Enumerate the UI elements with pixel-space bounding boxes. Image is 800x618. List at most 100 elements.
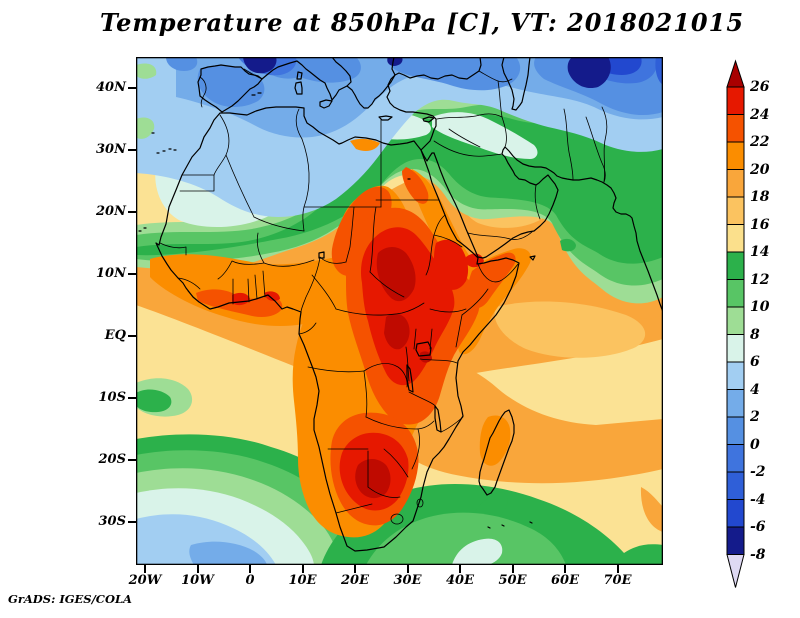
indian-ocean-islands — [407, 178, 533, 529]
lat-tick — [128, 459, 136, 461]
lon-tick-label: 40E — [446, 573, 474, 588]
colorbar-segment — [726, 279, 745, 308]
colorbar-scale — [726, 59, 745, 588]
lat-tick — [128, 273, 136, 275]
lat-tick — [128, 87, 136, 89]
lat-tick-label: 20S — [98, 452, 126, 467]
colorbar-segment — [726, 224, 745, 253]
africa-coastline — [155, 106, 520, 552]
colorbar-segment — [726, 389, 745, 418]
lon-tick-label: 20W — [128, 573, 162, 588]
lat-tick-label: 10N — [96, 266, 126, 281]
colorbar-tick-label: 14 — [750, 244, 770, 260]
lat-tick — [128, 397, 136, 399]
colorbar-segment — [726, 334, 745, 363]
coastlines — [138, 57, 663, 552]
lon-tick — [301, 565, 304, 573]
colorbar-arrow-bottom — [726, 554, 745, 588]
arabia-gulf-india-coastline — [433, 146, 663, 313]
lon-tick — [144, 565, 146, 573]
corsica-coastline — [296, 71, 303, 80]
colorbar-tick-label: 8 — [750, 326, 760, 343]
cape-verde-islands — [138, 227, 147, 232]
country-borders — [159, 68, 608, 525]
colorbar-tick-label: 24 — [750, 106, 770, 123]
colorbar-tick-label: 10 — [750, 299, 770, 315]
lat-tick-label: 10S — [98, 390, 126, 405]
lat-tick — [128, 149, 136, 151]
colorbar-segment — [726, 169, 745, 198]
lon-tick — [459, 565, 461, 573]
colorbar-segment — [726, 251, 745, 280]
lat-tick-label: 20N — [96, 204, 126, 219]
temperature-map — [136, 57, 663, 565]
madagascar-coastline — [478, 409, 515, 496]
lon-tick-label: 20E — [341, 573, 369, 588]
lon-tick-label: 70E — [603, 573, 632, 588]
colorbar-tick-label: 16 — [750, 216, 770, 233]
lon-tick — [354, 565, 356, 573]
colorbar-tick-label: 12 — [750, 271, 770, 288]
lake-tanganyika — [406, 364, 414, 393]
lat-tick-label: 30N — [96, 142, 126, 157]
colorbar-segment — [726, 141, 745, 170]
balkan-greece-coastline — [346, 74, 396, 109]
colorbar: 26 24 22 20 18 16 14 12 10 8 6 4 2 0 -2 -4 -6 -8 — [704, 55, 800, 600]
lat-tick — [128, 211, 136, 213]
lat-tick — [128, 335, 136, 337]
lon-tick-label: 60E — [551, 573, 579, 588]
colorbar-tick-label: -6 — [750, 519, 766, 535]
cyprus-coastline — [422, 116, 435, 123]
lon-tick — [196, 565, 199, 573]
lake-chad — [318, 251, 325, 259]
colorbar-segment — [726, 416, 745, 445]
map-frame — [136, 57, 663, 565]
colorbar-tick-label: -2 — [750, 464, 766, 480]
colorbar-segment — [726, 306, 745, 335]
colorbar-tick-label: 4 — [750, 381, 760, 398]
italy-coastline — [261, 57, 352, 101]
lake-victoria — [415, 341, 432, 357]
colorbar-tick-label: 26 — [750, 79, 770, 95]
lon-tick-label: 50E — [498, 573, 527, 588]
map-area — [136, 57, 663, 565]
socotra-island — [529, 255, 536, 261]
colorbar-tick-label: 2 — [750, 409, 760, 425]
colorbar-segment — [726, 86, 745, 115]
colorbar-segment — [726, 196, 745, 225]
lon-tick — [564, 565, 566, 573]
crete-coastline — [378, 115, 393, 121]
lon-tick — [616, 565, 619, 573]
lon-tick — [406, 565, 409, 573]
colorbar-segment — [726, 471, 745, 500]
colorbar-tick-label: 22 — [750, 134, 770, 150]
sardinia-coastline — [294, 81, 303, 95]
sicily-coastline — [319, 99, 333, 109]
lon-tick — [511, 565, 514, 573]
canary-islands — [151, 132, 177, 154]
caspian-coastline — [501, 57, 531, 111]
lat-tick-label: 40N — [96, 80, 126, 95]
lat-tick-label: 30S — [98, 514, 126, 529]
lon-tick-label: 10E — [288, 573, 317, 588]
colorbar-tick-label: 20 — [750, 161, 770, 178]
colorbar-segment — [726, 444, 745, 473]
temperature-field — [136, 57, 663, 565]
colorbar-tick-label: 0 — [750, 436, 760, 453]
lat-tick-label: EQ — [104, 328, 126, 343]
colorbar-segment — [726, 526, 745, 555]
iberia-coastline — [197, 64, 263, 113]
lon-tick-label: 30E — [393, 573, 422, 588]
lon-tick-label: 10W — [181, 573, 214, 588]
lon-tick — [249, 565, 251, 573]
balearic-islands — [251, 92, 262, 96]
lon-tick-label: 0 — [245, 573, 255, 588]
colorbar-tick-label: -8 — [750, 546, 766, 563]
grads-credit: GrADS: IGES/COLA — [8, 592, 132, 606]
lat-tick — [128, 521, 136, 523]
colorbar-segment — [726, 114, 745, 143]
colorbar-tick-label: 6 — [750, 354, 760, 370]
colorbar-tick-label: -4 — [750, 491, 766, 508]
plot-title: Temperature at 850hPa [C], VT: 201802101… — [100, 8, 745, 37]
